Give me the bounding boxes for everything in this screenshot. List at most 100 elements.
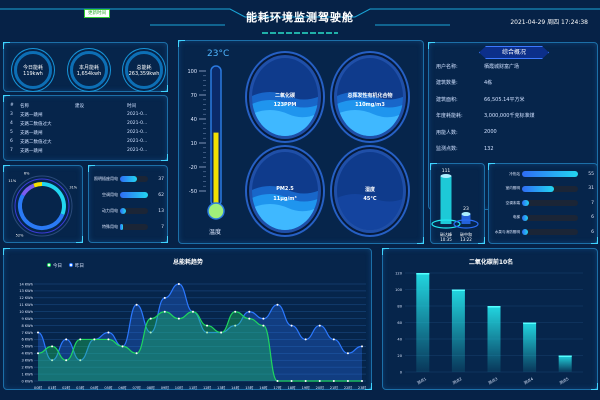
bar [416,273,430,372]
usage-bar-fill [120,192,148,198]
subsystem-bar-fill [522,229,529,236]
x-tick-label: 07时 [133,385,142,390]
subsystem-bar-track [522,171,578,178]
subsystem-bar-item: 水泵与消防照明 6 [494,229,594,236]
data-point [206,331,209,334]
usage-bar-fill [120,176,137,182]
data-point [332,338,335,341]
data-point [220,331,223,334]
x-tick-label: 12时 [203,385,212,390]
y-tick-label: 80 [397,304,402,308]
cell: 2021-0... [127,148,148,153]
carbon-time: 13:22 [460,237,472,242]
data-point [149,331,152,334]
usage-bar-item: 动力用电 13 [102,208,164,214]
cell: 2021-0... [127,112,148,117]
data-point [177,317,180,320]
overview-row: 监测点数: 132 [436,145,494,153]
y-tick-label: 1 KWh [22,372,34,376]
donut-label: 31% [69,186,77,190]
subsystem-bar-item: 冷热站 55 [509,171,594,178]
donut-slice [41,182,66,215]
cell: 5 [10,130,13,135]
legend-label: 昨日 [75,262,84,269]
subsystem-bar-fill [522,171,578,178]
usage-bar-item: 特殊用电 7 [102,224,164,230]
x-tick-label: 17时 [273,385,282,390]
data-point [93,338,96,341]
datetime: 2021-04-29 周四 17:24:38 [510,19,588,26]
subsystem-bar-track [522,229,578,236]
x-tick-label: 22时 [344,385,353,390]
cell [72,110,124,119]
cell: 2021-0... [127,121,148,126]
y-tick-label: 6 KWh [22,338,34,342]
y-tick-label: 7 KWh [22,331,34,335]
cell: 6 [10,139,13,144]
legend-marker [46,262,52,268]
cell [72,119,124,128]
subsystem-bar-fill [522,200,530,207]
bar [451,289,465,372]
x-tick-label: 01时 [48,385,57,390]
donut-label: 6% [24,172,30,176]
bar [487,306,501,372]
data-point [234,324,237,327]
carbon-cylinder [461,214,471,224]
data-point [290,380,293,382]
legend-label: 今日 [53,262,62,269]
data-point [346,380,349,382]
x-tick-label: 09时 [161,385,170,390]
cell: 3 [10,112,13,117]
x-tick-label: 测点1 [416,376,428,386]
data-point [206,324,209,327]
cell: 支路二数值过大 [20,139,52,145]
usage-bar-track [120,192,148,198]
usage-bar-fill [120,224,124,230]
cell: 支路一跳闸 [20,130,43,136]
data-point [318,380,321,382]
cell [72,146,124,155]
table-row[interactable]: 5 支路一跳闸 2021-0... [7,128,164,137]
x-tick-label: 08时 [147,385,156,390]
overview-row: 建筑数量: 4栋 [436,80,493,87]
overview-info: 用户名称: 栖霞城财富广场 建筑数量: 4栋 建筑面积: 66,505.14平方米 年度耗能… [429,58,597,157]
y-tick-label: 11 KWh [19,303,33,307]
subsystem-bar-item: 电梯 6 [512,214,594,221]
sensor-gauge: 二氧化碳 123PPM [249,55,321,139]
cell: 2021-0... [127,139,148,144]
x-tick-label: 19时 [302,385,311,390]
thermo-tick-label: -50 [189,189,197,195]
energy-trend-panel: 总能耗趋势 今日 昨日 0 KWh 1 KWh 2 KWh 3 KWh 4 KWh 5 KWh 6… [3,248,372,390]
table-row[interactable]: 3 支路一跳闸 2021-0... [7,110,164,119]
table-row[interactable]: 7 支路一跳闸 2021-0... [7,146,164,155]
table-row[interactable]: 6 支路二数值过大 2021-0... [7,137,164,146]
usage-donut-panel: 31% 52% 11% 6% [3,165,83,243]
carbon-value: 23 [463,206,469,212]
table-row[interactable]: 4 支路二数值过大 2021-0... [7,119,164,128]
x-tick-label: 测点5 [558,376,570,386]
cell: 4 [10,121,13,126]
data-point [107,338,110,341]
data-point [262,324,265,327]
cell [72,137,124,146]
y-tick-label: 13 KWh [19,289,33,293]
carbon-time: 10:35 [440,237,452,242]
cylinder-top [440,174,452,178]
data-point [65,338,68,341]
x-tick-label: 20时 [316,385,325,390]
donut-label: 52% [16,234,24,238]
y-tick-label: 120 [395,271,403,275]
overview-row: 年度耗能耗: 3,000,000千克标准煤 [436,113,535,120]
data-point [191,310,194,313]
data-point [177,283,180,285]
chart-title: 总能耗趋势 [173,258,203,266]
alarm-table: # 名称 建设 时间 3 支路一跳闸 2021-0... 4 支路二数值过大 2021-0...… [7,101,164,155]
data-point [37,352,39,355]
series-line [37,311,362,382]
x-tick-label: 测点2 [452,376,464,386]
data-point [248,310,251,313]
x-tick-label: 21时 [330,385,339,390]
y-tick-label: 4 KWh [22,352,34,356]
usage-bar-item: 照明插座用电 37 [94,176,164,182]
